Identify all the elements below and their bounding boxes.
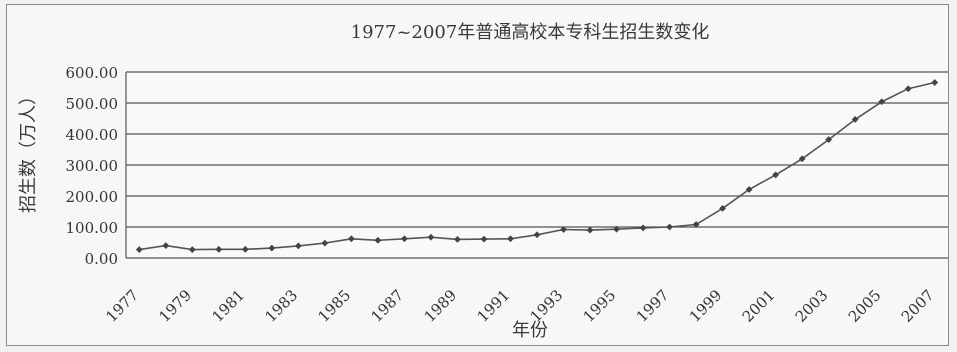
x-tick-label: 1985 — [314, 286, 354, 326]
x-tick-label: 1999 — [686, 286, 726, 326]
data-point — [347, 235, 355, 243]
chart-title: 1977~2007年普通高校本专科生招生数变化 — [351, 22, 710, 43]
data-point — [719, 205, 727, 212]
y-axis-ticks: 0.00 100.00 200.00 300.00 400.00 500.00 600.00 — [66, 64, 119, 268]
data-point — [904, 85, 912, 93]
gridlines — [125, 71, 948, 259]
x-tick-label: 2005 — [845, 286, 885, 326]
x-tick-label: 1977 — [102, 286, 142, 326]
data-point — [374, 236, 382, 244]
x-axis-label: 年份 — [512, 320, 548, 341]
y-tick-label: 300.00 — [66, 157, 119, 175]
data-point — [878, 98, 886, 106]
y-tick-label: 0.00 — [85, 250, 118, 268]
data-point — [613, 225, 620, 233]
data-point — [454, 236, 461, 243]
series-group — [135, 79, 939, 254]
data-point — [533, 231, 541, 239]
data-point — [135, 246, 143, 254]
x-tick-label: 1981 — [208, 286, 248, 326]
y-tick-label: 400.00 — [66, 126, 119, 144]
data-point — [851, 116, 859, 123]
data-point — [560, 226, 567, 233]
x-tick-label: 1995 — [580, 286, 620, 326]
x-tick-label: 1983 — [261, 286, 301, 326]
data-point — [268, 244, 276, 252]
data-point — [772, 171, 780, 179]
y-axis-label: 招生数（万人） — [18, 87, 39, 213]
x-tick-label: 1991 — [474, 286, 514, 326]
data-point — [639, 224, 647, 232]
data-point — [215, 245, 223, 253]
y-tick-label: 600.00 — [66, 64, 119, 82]
data-point — [692, 221, 700, 228]
data-point — [321, 239, 329, 247]
x-tick-label: 1997 — [633, 286, 673, 326]
x-tick-label: 2007 — [898, 286, 938, 326]
data-point — [798, 155, 806, 163]
x-tick-label: 2001 — [739, 286, 779, 326]
data-point — [401, 235, 408, 243]
data-point — [825, 136, 833, 143]
y-tick-label: 100.00 — [66, 219, 119, 237]
x-tick-label: 1989 — [421, 286, 461, 326]
data-point — [666, 223, 673, 231]
data-point — [427, 233, 435, 241]
data-point — [480, 235, 488, 243]
data-point — [162, 242, 170, 249]
x-tick-label: 1979 — [155, 286, 195, 326]
data-point — [931, 79, 939, 86]
data-point — [188, 246, 196, 254]
x-tick-label: 2003 — [792, 286, 832, 326]
data-point — [241, 245, 249, 253]
y-tick-label: 200.00 — [66, 188, 119, 206]
data-point — [745, 186, 753, 193]
x-tick-label: 1987 — [368, 286, 408, 326]
y-tick-label: 500.00 — [66, 95, 119, 113]
data-point — [294, 242, 302, 250]
data-point — [586, 226, 594, 234]
data-point — [507, 235, 514, 243]
